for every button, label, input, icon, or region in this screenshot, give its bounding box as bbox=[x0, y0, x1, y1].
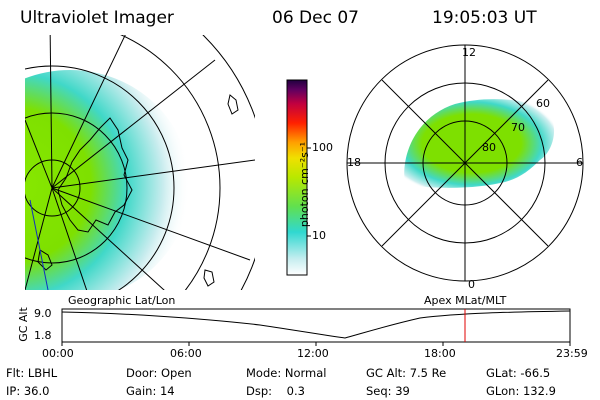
mlt-label-6: 6 bbox=[576, 156, 583, 169]
info-ip: IP: 36.0 bbox=[6, 384, 50, 398]
info-seq: Seq: 39 bbox=[366, 384, 410, 398]
info-gain: Gain: 14 bbox=[126, 384, 175, 398]
polar-caption: Apex MLat/MLT bbox=[424, 294, 507, 307]
info-glon: GLon: 132.9 bbox=[486, 384, 556, 398]
lat-label-80: 80 bbox=[482, 141, 496, 154]
mlt-label-0: 0 bbox=[468, 278, 475, 291]
auroral-oval bbox=[404, 99, 555, 188]
mlt-label-12: 12 bbox=[462, 46, 476, 59]
time-tick-1800: 18:00 bbox=[424, 347, 456, 360]
info-door: Door: Open bbox=[126, 366, 192, 380]
info-gc-alt: GC Alt: 7.5 Re bbox=[366, 366, 447, 380]
instrument-title: Ultraviolet Imager bbox=[20, 8, 174, 28]
time-tick-0000: 00:00 bbox=[42, 347, 74, 360]
mlt-label-18: 18 bbox=[347, 156, 361, 169]
lat-label-60: 60 bbox=[536, 97, 550, 110]
geo-caption: Geographic Lat/Lon bbox=[68, 294, 176, 307]
time-label: 19:05:03 UT bbox=[432, 8, 537, 28]
info-glat: GLat: -66.5 bbox=[486, 366, 551, 380]
info-dsp: Dsp: 0.3 bbox=[246, 384, 305, 398]
colorbar-scale bbox=[286, 79, 308, 276]
altitude-ymax: 9.0 bbox=[34, 307, 52, 320]
time-tick-2359: 23:59 bbox=[556, 347, 588, 360]
altitude-ymin: 1.8 bbox=[34, 329, 52, 342]
altitude-curve bbox=[61, 310, 571, 339]
info-mode: Mode: Normal bbox=[246, 366, 327, 380]
colorbar-tick-100: 100 bbox=[312, 141, 333, 154]
time-tick-0600: 06:00 bbox=[170, 347, 202, 360]
time-tick-1200: 12:00 bbox=[297, 347, 329, 360]
info-flt: Flt: LBHL bbox=[6, 366, 58, 380]
altitude-ylabel: GC Alt bbox=[16, 307, 30, 342]
colorbar-tick-10: 10 bbox=[312, 229, 326, 242]
date-label: 06 Dec 07 bbox=[272, 8, 359, 28]
lat-label-70: 70 bbox=[511, 121, 525, 134]
altitude-strip-frame bbox=[61, 308, 571, 343]
